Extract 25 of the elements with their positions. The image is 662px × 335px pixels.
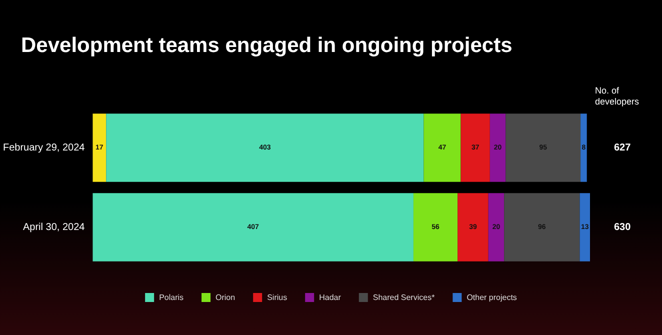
chart-title: Development teams engaged in ongoing projects: [21, 34, 512, 57]
bar: [92, 114, 106, 182]
legend-label: Shared Services*: [372, 293, 435, 302]
bar: [106, 114, 424, 182]
bar: [413, 193, 458, 262]
bar: [92, 193, 414, 262]
bar: [506, 114, 581, 182]
y-tick-label: February 29, 2024: [3, 142, 86, 154]
bar: [460, 114, 490, 182]
bar: [580, 193, 590, 262]
total-label: 630: [614, 222, 632, 233]
bar: [580, 114, 587, 182]
y-tick-label: April 30, 2024: [23, 222, 86, 233]
legend-label: Hadar: [319, 293, 342, 302]
bar: [504, 193, 580, 262]
legend-label: Polaris: [159, 293, 184, 302]
total-label: 627: [614, 142, 632, 154]
text: No. of developers: [595, 86, 640, 106]
bar: [488, 193, 504, 262]
bar: [490, 114, 506, 182]
bar: [458, 193, 488, 262]
legend-label: Orion: [216, 293, 236, 302]
legend-label: Sirius: [267, 293, 288, 302]
legend-label: Other projects: [466, 293, 517, 302]
bar: [424, 114, 461, 182]
